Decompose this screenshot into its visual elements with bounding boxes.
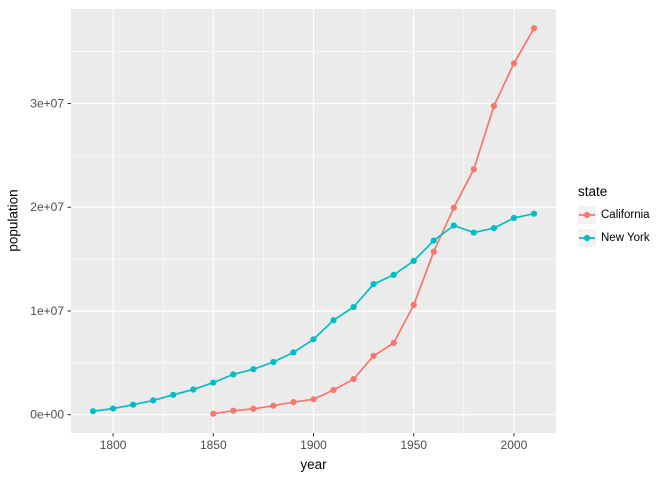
y-axis-title: population — [5, 189, 21, 252]
x-tick-label: 1850 — [200, 438, 227, 452]
legend-item-new-york: New York — [578, 229, 650, 247]
y-tick-label: 0e+00 — [30, 408, 64, 422]
data-point-new-york — [430, 237, 437, 244]
data-point-california — [490, 102, 497, 110]
data-point-new-york — [370, 281, 377, 288]
data-point-new-york — [450, 222, 457, 229]
data-point-new-york — [210, 379, 217, 386]
data-point-california — [290, 399, 297, 406]
data-point-california — [430, 248, 437, 255]
data-point-new-york — [410, 257, 417, 264]
data-point-new-york — [130, 401, 137, 408]
data-point-new-york — [230, 371, 237, 378]
x-tick-label: 2000 — [501, 438, 528, 452]
data-point-california — [330, 386, 337, 394]
data-point-new-york — [530, 210, 538, 217]
data-point-new-york — [290, 349, 297, 356]
data-point-new-york — [110, 405, 117, 412]
legend-item-label: New York — [601, 232, 650, 244]
data-point-new-york — [510, 214, 517, 221]
data-point-california — [510, 60, 517, 67]
data-point-new-york — [250, 366, 257, 373]
legend-items: California New York — [578, 206, 650, 247]
data-point-new-york — [490, 225, 497, 232]
data-point-new-york — [310, 336, 317, 343]
data-point-new-york — [330, 317, 337, 324]
legend-key-icon — [578, 206, 596, 224]
data-point-new-york — [150, 397, 157, 404]
data-point-california — [270, 402, 277, 409]
legend-item-label: California — [601, 209, 650, 221]
legend-key-icon — [578, 229, 596, 247]
x-tick-label: 1800 — [100, 438, 127, 452]
y-tick-label: 2e+07 — [30, 200, 64, 214]
data-point-california — [370, 352, 377, 359]
x-axis-title: year — [300, 457, 327, 472]
data-point-new-york — [390, 271, 397, 278]
legend-item-california: California — [578, 206, 650, 224]
data-point-new-york — [89, 408, 97, 415]
data-point-california — [410, 301, 417, 308]
data-point-new-york — [270, 358, 277, 366]
x-tick-label: 1900 — [300, 438, 327, 452]
data-point-california — [450, 204, 457, 211]
data-point-new-york — [190, 386, 197, 393]
y-tick-label: 1e+07 — [30, 304, 64, 318]
data-point-california — [350, 376, 357, 383]
data-point-new-york — [350, 303, 357, 311]
data-point-california — [390, 339, 397, 347]
y-tick-label: 3e+07 — [30, 97, 64, 111]
data-point-california — [210, 410, 217, 417]
data-point-california — [470, 166, 477, 173]
x-tick-label: 1950 — [400, 438, 427, 452]
data-point-california — [310, 396, 317, 403]
legend-title: state — [578, 184, 608, 199]
legend: state California New York — [578, 184, 650, 252]
data-point-new-york — [170, 391, 177, 398]
data-point-california — [250, 405, 257, 412]
data-point-california — [230, 407, 237, 414]
data-point-new-york — [470, 229, 477, 236]
data-point-california — [530, 25, 538, 32]
